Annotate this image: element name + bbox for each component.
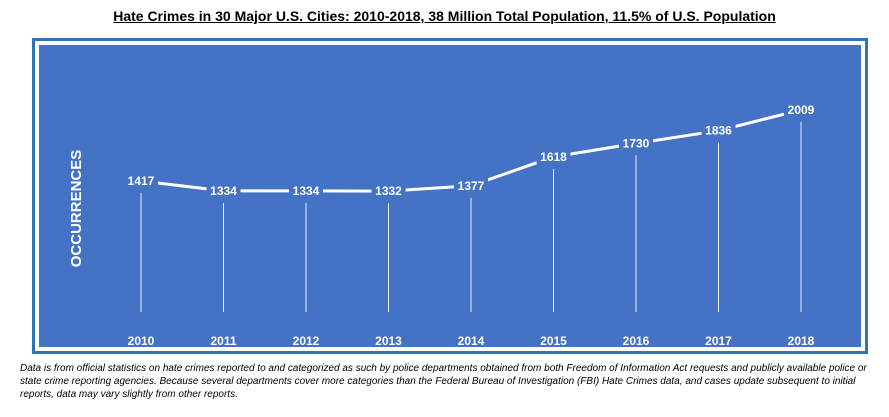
x-tick-label: 2014 xyxy=(458,334,485,347)
data-label-bg xyxy=(701,121,736,138)
x-tick-label: 2016 xyxy=(623,334,650,347)
data-label-bg xyxy=(454,176,488,193)
footnote: Data is from official statistics on hate… xyxy=(20,363,867,400)
x-tick-label: 2012 xyxy=(293,334,320,347)
chart-frame: OCCURRENCES 1417 1334 1334 1332 1377 1618 1730 1… xyxy=(32,38,868,354)
x-tick-label: 2011 xyxy=(210,334,236,347)
data-label-bg xyxy=(619,134,653,151)
x-tick-label: 2015 xyxy=(540,334,567,347)
data-label: 1836 xyxy=(705,124,732,138)
line-chart: OCCURRENCES 1417 1334 1334 1332 1377 1618 1730 1… xyxy=(68,100,818,347)
y-axis-label: OCCURRENCES xyxy=(68,150,85,268)
plot-area: OCCURRENCES 1417 1334 1334 1332 1377 1618 1730 1… xyxy=(39,45,861,347)
data-label: 2009 xyxy=(788,103,815,117)
chart-title: Hate Crimes in 30 Major U.S. Cities: 201… xyxy=(113,8,776,24)
data-label-bg xyxy=(784,100,818,117)
x-tick-label: 2013 xyxy=(375,334,402,347)
data-label-bg xyxy=(536,147,571,164)
data-label-bg xyxy=(289,181,323,198)
x-tick-label: 2010 xyxy=(128,334,155,347)
data-label-bg xyxy=(206,181,241,198)
data-label: 1377 xyxy=(458,179,485,193)
data-label: 1334 xyxy=(210,184,237,198)
data-label-bg xyxy=(371,182,406,199)
data-label: 1618 xyxy=(540,150,567,164)
data-label: 1730 xyxy=(623,136,650,150)
data-label-bg xyxy=(124,171,158,188)
data-label: 1417 xyxy=(128,174,155,188)
data-label: 1334 xyxy=(293,184,320,198)
data-label: 1332 xyxy=(375,184,402,198)
x-tick-label: 2018 xyxy=(788,334,815,347)
x-tick-label: 2017 xyxy=(705,334,732,347)
